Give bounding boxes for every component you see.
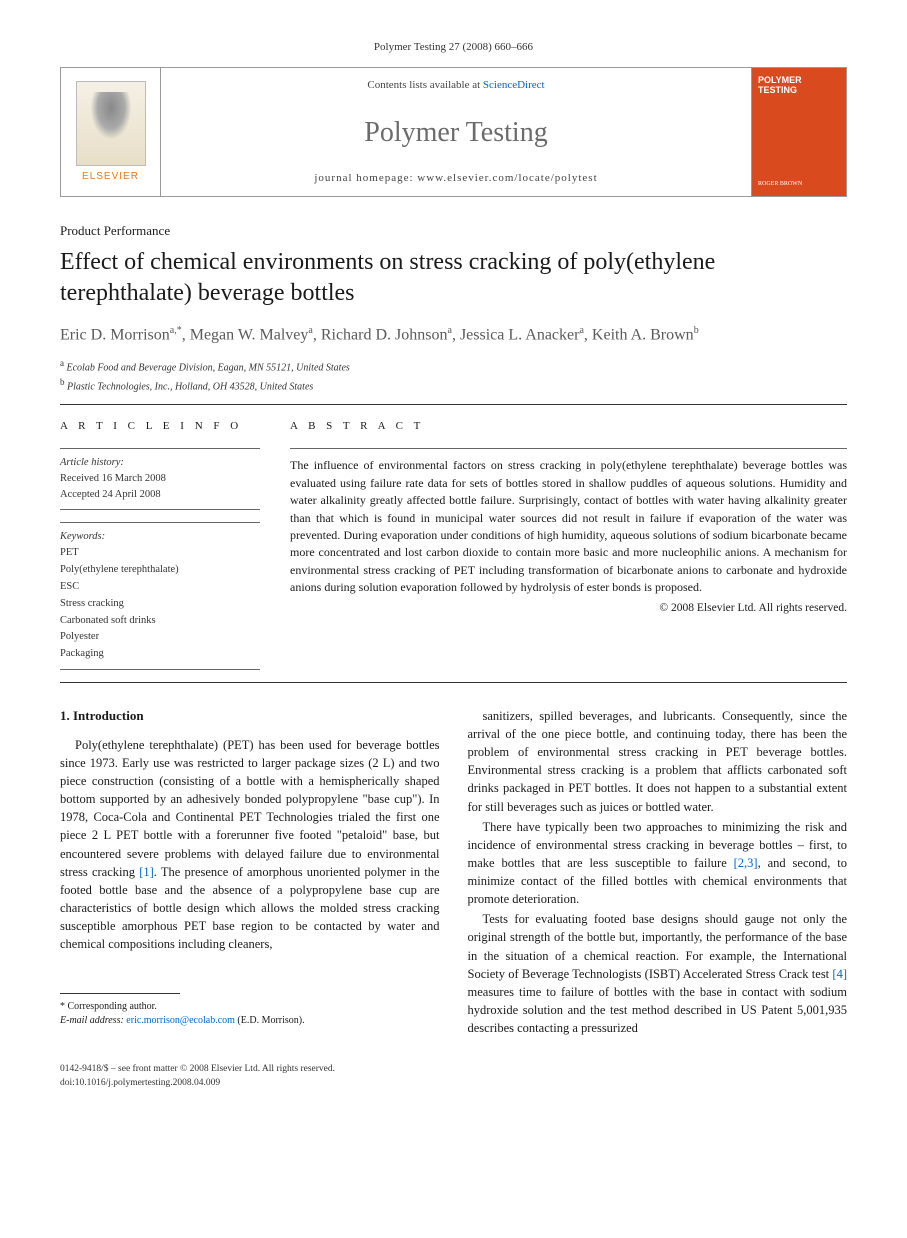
elsevier-logo: ELSEVIER: [61, 68, 161, 196]
running-header: Polymer Testing 27 (2008) 660–666: [60, 40, 847, 55]
contents-line: Contents lists available at ScienceDirec…: [161, 78, 751, 93]
footnote-separator: [60, 993, 180, 994]
page-footer: 0142-9418/$ – see front matter © 2008 El…: [60, 1063, 847, 1090]
ref-2-3[interactable]: [2,3]: [734, 856, 758, 870]
footer-doi: doi:10.1016/j.polymertesting.2008.04.009: [60, 1077, 847, 1090]
journal-name: Polymer Testing: [161, 113, 751, 152]
affiliation-b: b Plastic Technologies, Inc., Holland, O…: [60, 376, 847, 394]
corr-email-line: E-mail address: eric.morrison@ecolab.com…: [60, 1014, 440, 1028]
cover-editor: ROGER BROWN: [758, 180, 840, 188]
history-label: Article history:: [60, 455, 260, 471]
separator-full: [60, 682, 847, 683]
abstract-head: A B S T R A C T: [290, 419, 847, 438]
journal-homepage: journal homepage: www.elsevier.com/locat…: [161, 171, 751, 186]
cover-title: POLYMER TESTING: [758, 76, 840, 96]
keywords-block: Keywords: PETPoly(ethylene terephthalate…: [60, 522, 260, 670]
journal-banner: ELSEVIER Contents lists available at Sci…: [60, 67, 847, 197]
body-p1: Poly(ethylene terephthalate) (PET) has b…: [60, 736, 440, 954]
affiliation-a: a Ecolab Food and Beverage Division, Eag…: [60, 357, 847, 375]
intro-heading: 1. Introduction: [60, 707, 440, 726]
footer-line1: 0142-9418/$ – see front matter © 2008 El…: [60, 1063, 847, 1076]
ref-1[interactable]: [1]: [139, 865, 154, 879]
corresponding-author-footnote: * Corresponding author. E-mail address: …: [60, 1000, 440, 1028]
keywords-list: PETPoly(ethylene terephthalate)ESCStress…: [60, 545, 260, 663]
affiliations: a Ecolab Food and Beverage Division, Eag…: [60, 357, 847, 394]
corr-email-who: (E.D. Morrison).: [237, 1015, 304, 1026]
corr-email-link[interactable]: eric.morrison@ecolab.com: [126, 1015, 235, 1026]
body-p4: Tests for evaluating footed base designs…: [468, 910, 848, 1037]
section-label: Product Performance: [60, 222, 847, 240]
elsevier-wordmark: ELSEVIER: [82, 170, 139, 184]
keywords-label: Keywords:: [60, 529, 260, 546]
journal-cover-thumb: POLYMER TESTING ROGER BROWN: [751, 68, 846, 196]
body-p3: There have typically been two approaches…: [468, 818, 848, 909]
info-abstract-row: A R T I C L E I N F O Article history: R…: [60, 419, 847, 670]
elsevier-tree-icon: [76, 81, 146, 166]
article-info-head: A R T I C L E I N F O: [60, 419, 260, 438]
contents-prefix: Contents lists available at: [367, 79, 482, 91]
received-date: Received 16 March 2008: [60, 471, 260, 487]
article-title: Effect of chemical environments on stres…: [60, 247, 847, 309]
abstract-column: A B S T R A C T The influence of environ…: [290, 419, 847, 670]
body-two-column: 1. Introduction Poly(ethylene terephthal…: [60, 707, 847, 1039]
corr-author: * Corresponding author.: [60, 1000, 440, 1014]
article-history-block: Article history: Received 16 March 2008 …: [60, 448, 260, 509]
sciencedirect-link[interactable]: ScienceDirect: [483, 79, 545, 91]
separator: [60, 404, 847, 405]
abstract-copyright: © 2008 Elsevier Ltd. All rights reserved…: [290, 600, 847, 616]
article-info-column: A R T I C L E I N F O Article history: R…: [60, 419, 260, 670]
banner-center: Contents lists available at ScienceDirec…: [161, 68, 751, 196]
ref-4[interactable]: [4]: [832, 967, 847, 981]
accepted-date: Accepted 24 April 2008: [60, 487, 260, 503]
abstract-text: The influence of environmental factors o…: [290, 448, 847, 596]
authors: Eric D. Morrisona,*, Megan W. Malveya, R…: [60, 323, 847, 347]
body-p2: sanitizers, spilled beverages, and lubri…: [468, 707, 848, 816]
